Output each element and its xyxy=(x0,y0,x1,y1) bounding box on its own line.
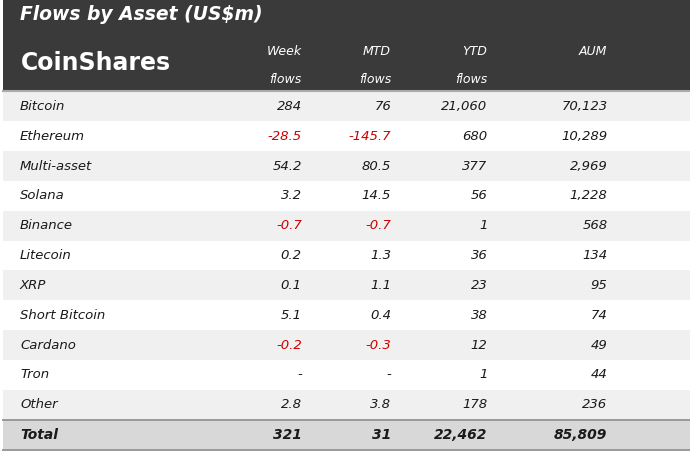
Text: Week: Week xyxy=(266,45,302,58)
Text: 31: 31 xyxy=(372,428,391,441)
Text: 5.1: 5.1 xyxy=(281,309,302,322)
Text: 1: 1 xyxy=(479,368,487,382)
Text: Flows by Asset (US$m): Flows by Asset (US$m) xyxy=(20,5,263,25)
Text: 12: 12 xyxy=(471,339,487,351)
Text: flows: flows xyxy=(455,74,487,86)
Text: 76: 76 xyxy=(375,100,391,113)
Text: 134: 134 xyxy=(582,249,607,262)
Text: XRP: XRP xyxy=(20,279,46,292)
Text: Binance: Binance xyxy=(20,219,73,232)
Text: YTD: YTD xyxy=(462,45,487,58)
Text: -0.7: -0.7 xyxy=(276,219,302,232)
Text: 0.2: 0.2 xyxy=(281,249,302,262)
FancyBboxPatch shape xyxy=(3,241,690,271)
Text: 38: 38 xyxy=(471,309,487,322)
Text: Bitcoin: Bitcoin xyxy=(20,100,66,113)
Text: Litecoin: Litecoin xyxy=(20,249,72,262)
Text: 1,228: 1,228 xyxy=(570,189,607,202)
FancyBboxPatch shape xyxy=(3,0,690,91)
FancyBboxPatch shape xyxy=(3,390,690,420)
Text: 236: 236 xyxy=(582,398,607,411)
FancyBboxPatch shape xyxy=(3,300,690,330)
Text: 680: 680 xyxy=(462,130,487,143)
FancyBboxPatch shape xyxy=(3,420,690,450)
Text: -0.7: -0.7 xyxy=(365,219,391,232)
Text: 54.2: 54.2 xyxy=(273,159,302,172)
Text: 568: 568 xyxy=(582,219,607,232)
Text: 14.5: 14.5 xyxy=(362,189,391,202)
Text: Solana: Solana xyxy=(20,189,65,202)
Text: 284: 284 xyxy=(277,100,302,113)
Text: 49: 49 xyxy=(591,339,607,351)
Text: 21,060: 21,060 xyxy=(441,100,487,113)
Text: 10,289: 10,289 xyxy=(562,130,607,143)
FancyBboxPatch shape xyxy=(3,360,690,390)
Text: -0.3: -0.3 xyxy=(365,339,391,351)
Text: 2,969: 2,969 xyxy=(570,159,607,172)
Text: -: - xyxy=(386,368,391,382)
Text: 178: 178 xyxy=(462,398,487,411)
FancyBboxPatch shape xyxy=(3,211,690,241)
Text: Total: Total xyxy=(20,428,58,441)
FancyBboxPatch shape xyxy=(3,181,690,211)
Text: 95: 95 xyxy=(591,279,607,292)
Text: 56: 56 xyxy=(471,189,487,202)
Text: 321: 321 xyxy=(273,428,302,441)
Text: 36: 36 xyxy=(471,249,487,262)
Text: 377: 377 xyxy=(462,159,487,172)
Text: 44: 44 xyxy=(591,368,607,382)
Text: flows: flows xyxy=(270,74,302,86)
Text: -28.5: -28.5 xyxy=(268,130,302,143)
FancyBboxPatch shape xyxy=(3,330,690,360)
Text: Multi-asset: Multi-asset xyxy=(20,159,92,172)
Text: -: - xyxy=(297,368,302,382)
Text: 22,462: 22,462 xyxy=(434,428,487,441)
Text: 0.4: 0.4 xyxy=(370,309,391,322)
Text: -0.2: -0.2 xyxy=(276,339,302,351)
Text: Short Bitcoin: Short Bitcoin xyxy=(20,309,106,322)
Text: 1: 1 xyxy=(479,219,487,232)
Text: 2.8: 2.8 xyxy=(281,398,302,411)
Text: Other: Other xyxy=(20,398,58,411)
Text: 3.8: 3.8 xyxy=(370,398,391,411)
FancyBboxPatch shape xyxy=(3,121,690,151)
Text: 1.3: 1.3 xyxy=(370,249,391,262)
Text: 3.2: 3.2 xyxy=(281,189,302,202)
Text: 23: 23 xyxy=(471,279,487,292)
Text: 80.5: 80.5 xyxy=(362,159,391,172)
Text: Cardano: Cardano xyxy=(20,339,76,351)
Text: CoinShares: CoinShares xyxy=(21,51,170,75)
Text: 0.1: 0.1 xyxy=(281,279,302,292)
Text: 85,809: 85,809 xyxy=(554,428,607,441)
Text: 1.1: 1.1 xyxy=(370,279,391,292)
Text: Ethereum: Ethereum xyxy=(20,130,85,143)
FancyBboxPatch shape xyxy=(3,271,690,300)
Text: 74: 74 xyxy=(591,309,607,322)
Text: MTD: MTD xyxy=(363,45,391,58)
Text: -145.7: -145.7 xyxy=(348,130,391,143)
Text: flows: flows xyxy=(359,74,391,86)
Text: 70,123: 70,123 xyxy=(562,100,607,113)
Text: Tron: Tron xyxy=(20,368,49,382)
FancyBboxPatch shape xyxy=(3,91,690,121)
Text: AUM: AUM xyxy=(579,45,607,58)
FancyBboxPatch shape xyxy=(3,151,690,181)
